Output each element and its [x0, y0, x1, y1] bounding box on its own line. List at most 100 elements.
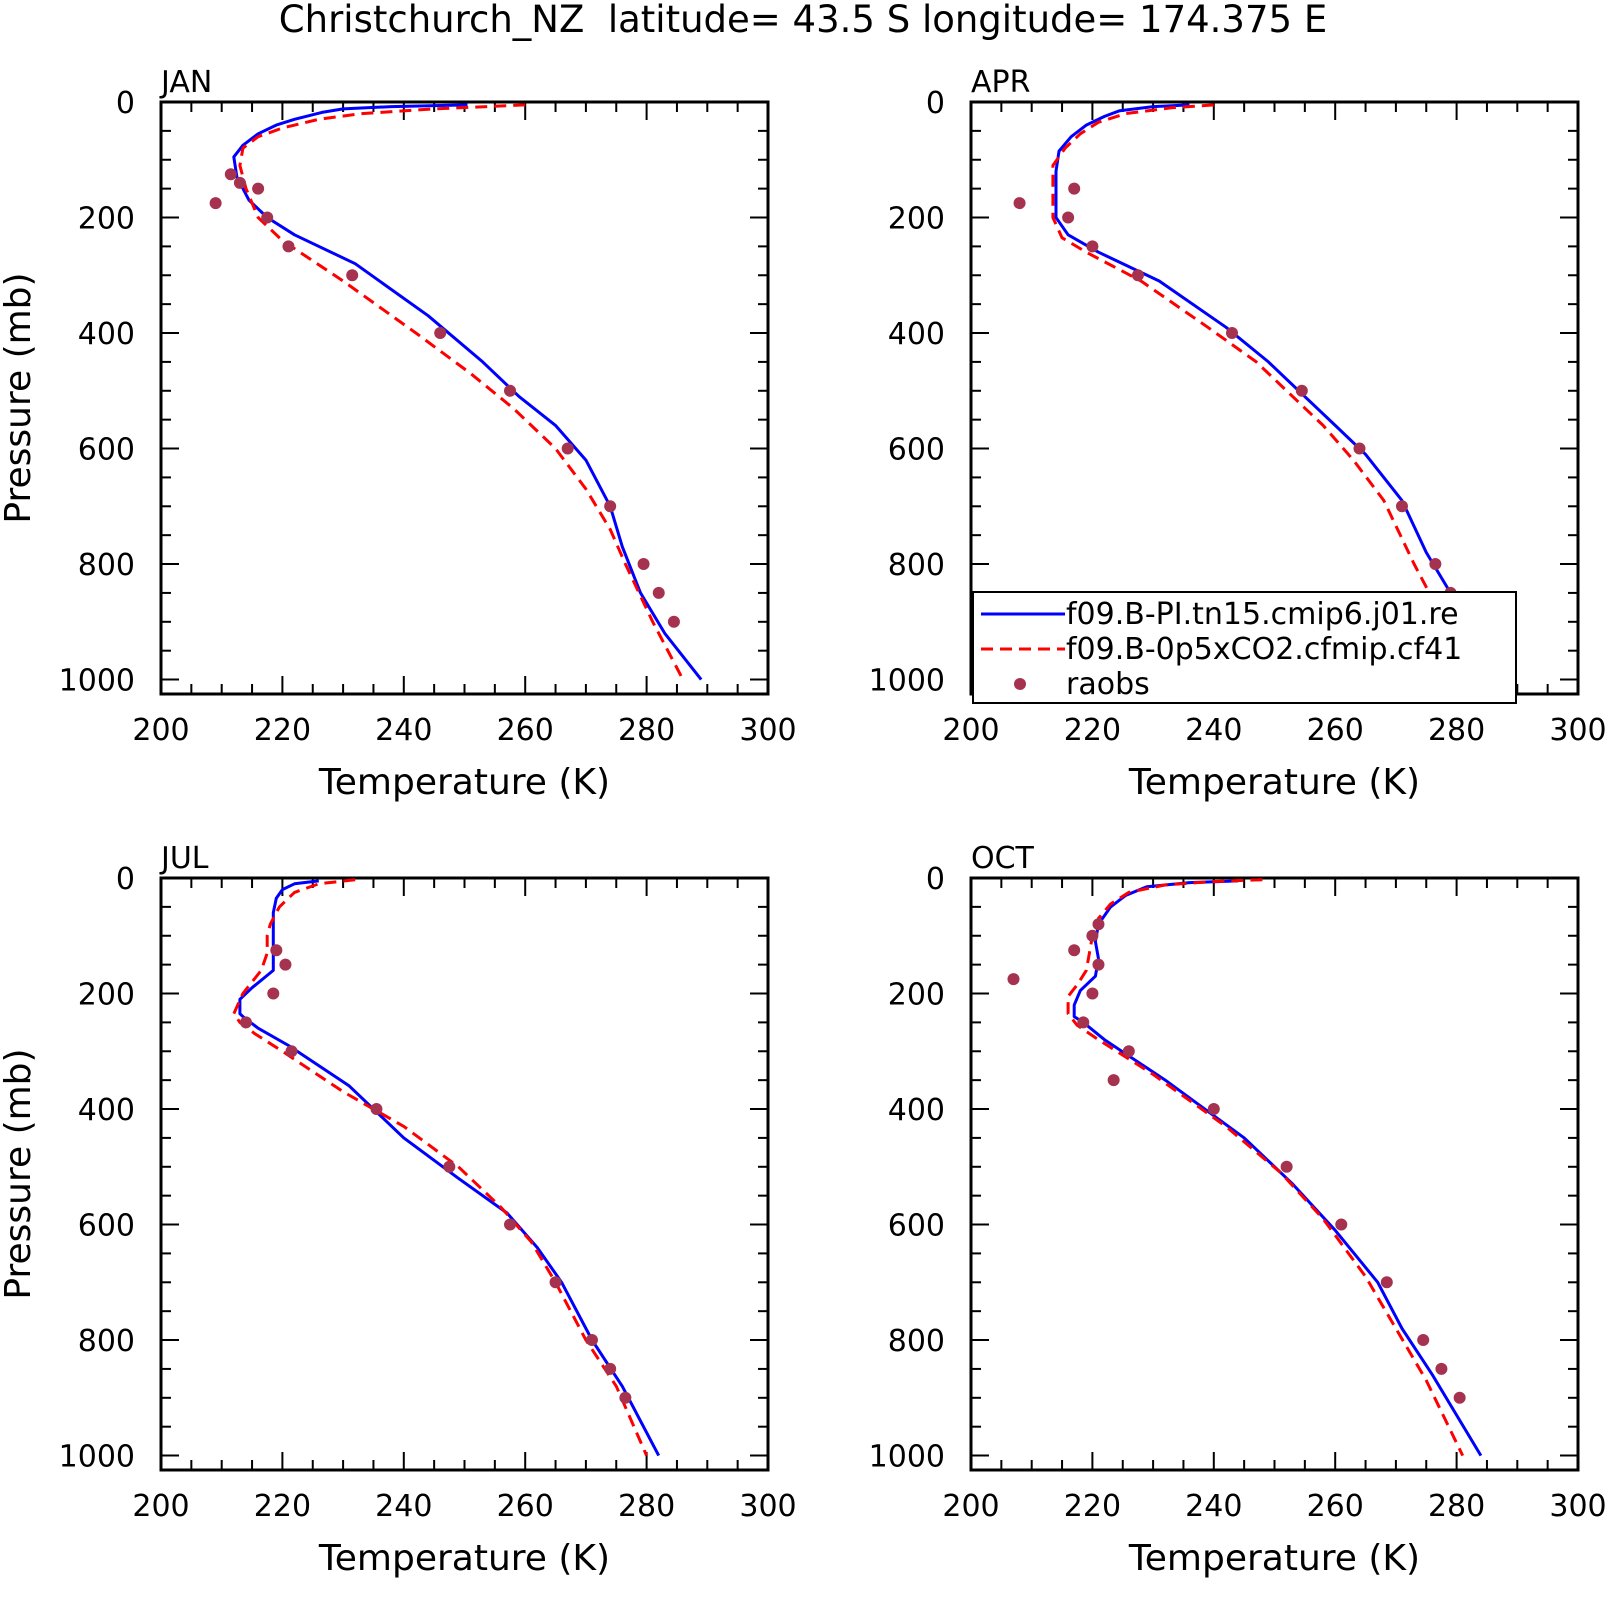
raobs-point: [1395, 500, 1408, 513]
raobs-point: [652, 586, 665, 599]
x-tick-label: 300: [739, 713, 796, 748]
raobs-point: [1335, 1218, 1348, 1231]
raobs-point: [1435, 1362, 1448, 1375]
raobs-point: [1226, 327, 1239, 340]
x-tick-label: 240: [1185, 1489, 1242, 1524]
y-tick-label: 800: [78, 548, 135, 583]
x-tick-label: 280: [618, 713, 675, 748]
x-tick-label: 300: [1549, 713, 1606, 748]
raobs-point: [270, 944, 283, 957]
y-tick-label: 400: [888, 1093, 945, 1128]
x-tick-label: 200: [942, 1489, 999, 1524]
x-tick-label: 280: [1428, 1489, 1485, 1524]
raobs-point: [1086, 240, 1099, 253]
raobs-point: [667, 615, 680, 628]
raobs-point: [504, 1218, 517, 1231]
y-tick-label: 200: [888, 978, 945, 1013]
x-axis-label: Temperature (K): [1128, 1538, 1420, 1579]
figure-title: Christchurch_NZ latitude= 43.5 S longitu…: [279, 0, 1327, 41]
raobs-point: [252, 182, 265, 195]
raobs-point: [1013, 197, 1026, 210]
y-tick-label: 400: [78, 1093, 135, 1128]
y-tick-label: 800: [888, 1324, 945, 1359]
raobs-point: [1086, 929, 1099, 942]
y-tick-label: 800: [888, 548, 945, 583]
legend-label: f09.B-PI.tn15.cmip6.j01.re: [1066, 597, 1459, 632]
x-tick-label: 280: [1428, 713, 1485, 748]
raobs-point: [1068, 944, 1081, 957]
x-tick-label: 260: [497, 1489, 554, 1524]
y-axis-label: Pressure (mb): [0, 272, 39, 523]
raobs-point: [346, 269, 359, 282]
legend-label: f09.B-0p5xCO2.cfmip.cf41: [1066, 632, 1462, 667]
series-line-dashed: [1051, 103, 1483, 681]
series-line-dashed: [238, 103, 685, 681]
y-tick-label: 1000: [869, 1440, 945, 1475]
raobs-point: [282, 240, 295, 253]
panel-apr: 200 220 240 260 280 300 0 200 400 600 800 1000 APR Te…: [869, 65, 1606, 803]
x-tick-label: 220: [1064, 1489, 1121, 1524]
x-tick-label: 300: [1549, 1489, 1606, 1524]
raobs-point: [1077, 1016, 1090, 1029]
raobs-point: [224, 168, 237, 181]
raobs-point: [585, 1334, 598, 1347]
raobs-point: [1122, 1045, 1135, 1058]
panel-label: JUL: [159, 841, 209, 876]
raobs-point: [261, 211, 274, 224]
y-tick-label: 600: [888, 433, 945, 468]
raobs-point: [1353, 442, 1366, 455]
series-line-dashed: [232, 878, 648, 1457]
x-tick-label: 260: [1307, 1489, 1364, 1524]
raobs-point: [637, 558, 650, 571]
panel-jan: 200 220 240 260 280 300 0 200 400 600 800 1000 JAN Te…: [0, 65, 797, 803]
y-axis-label: Pressure (mb): [0, 1048, 39, 1299]
raobs-point: [1092, 918, 1105, 931]
raobs-point: [443, 1160, 456, 1173]
x-tick-label: 220: [254, 713, 311, 748]
x-tick-label: 220: [254, 1489, 311, 1524]
panel-jul: 200 220 240 260 280 300 0 200 400 600 800 1000 JUL Te…: [0, 841, 797, 1579]
x-tick-label: 200: [942, 713, 999, 748]
raobs-point: [209, 197, 222, 210]
raobs-point: [619, 1391, 632, 1404]
raobs-point: [279, 958, 292, 971]
raobs-point: [549, 1276, 562, 1289]
y-tick-label: 1000: [869, 664, 945, 699]
x-tick-label: 280: [618, 1489, 675, 1524]
raobs-point: [1453, 1391, 1466, 1404]
y-tick-label: 0: [116, 862, 135, 897]
series-line-solid: [238, 879, 661, 1457]
y-tick-label: 1000: [59, 664, 135, 699]
y-tick-label: 600: [78, 1209, 135, 1244]
raobs-point: [561, 442, 574, 455]
panel-label: APR: [971, 65, 1030, 100]
series-line-solid: [1072, 879, 1483, 1457]
raobs-point: [434, 327, 447, 340]
plot-frame: [159, 100, 770, 696]
x-tick-label: 240: [1185, 713, 1242, 748]
x-tick-label: 300: [739, 1489, 796, 1524]
y-tick-label: 200: [78, 202, 135, 237]
raobs-point: [1107, 1074, 1120, 1087]
panel-oct: 200 220 240 260 280 300 0 200 400 600 800 1000 OCT Te…: [869, 841, 1606, 1579]
raobs-point: [1131, 269, 1144, 282]
raobs-point: [504, 384, 517, 397]
raobs-point: [267, 987, 280, 1000]
y-tick-label: 800: [78, 1324, 135, 1359]
raobs-point: [1062, 211, 1075, 224]
raobs-point: [1380, 1276, 1393, 1289]
y-tick-label: 200: [78, 978, 135, 1013]
y-tick-label: 0: [926, 862, 945, 897]
panel-label: JAN: [159, 65, 212, 100]
y-tick-label: 600: [888, 1209, 945, 1244]
raobs-point: [1086, 987, 1099, 1000]
series-line-dashed: [1066, 878, 1465, 1457]
series-line-solid: [1054, 103, 1501, 681]
y-tick-label: 0: [116, 86, 135, 121]
raobs-point: [370, 1103, 383, 1116]
y-tick-label: 0: [926, 86, 945, 121]
x-tick-label: 240: [375, 713, 432, 748]
x-axis-label: Temperature (K): [318, 1538, 610, 1579]
legend-label: raobs: [1066, 667, 1150, 702]
